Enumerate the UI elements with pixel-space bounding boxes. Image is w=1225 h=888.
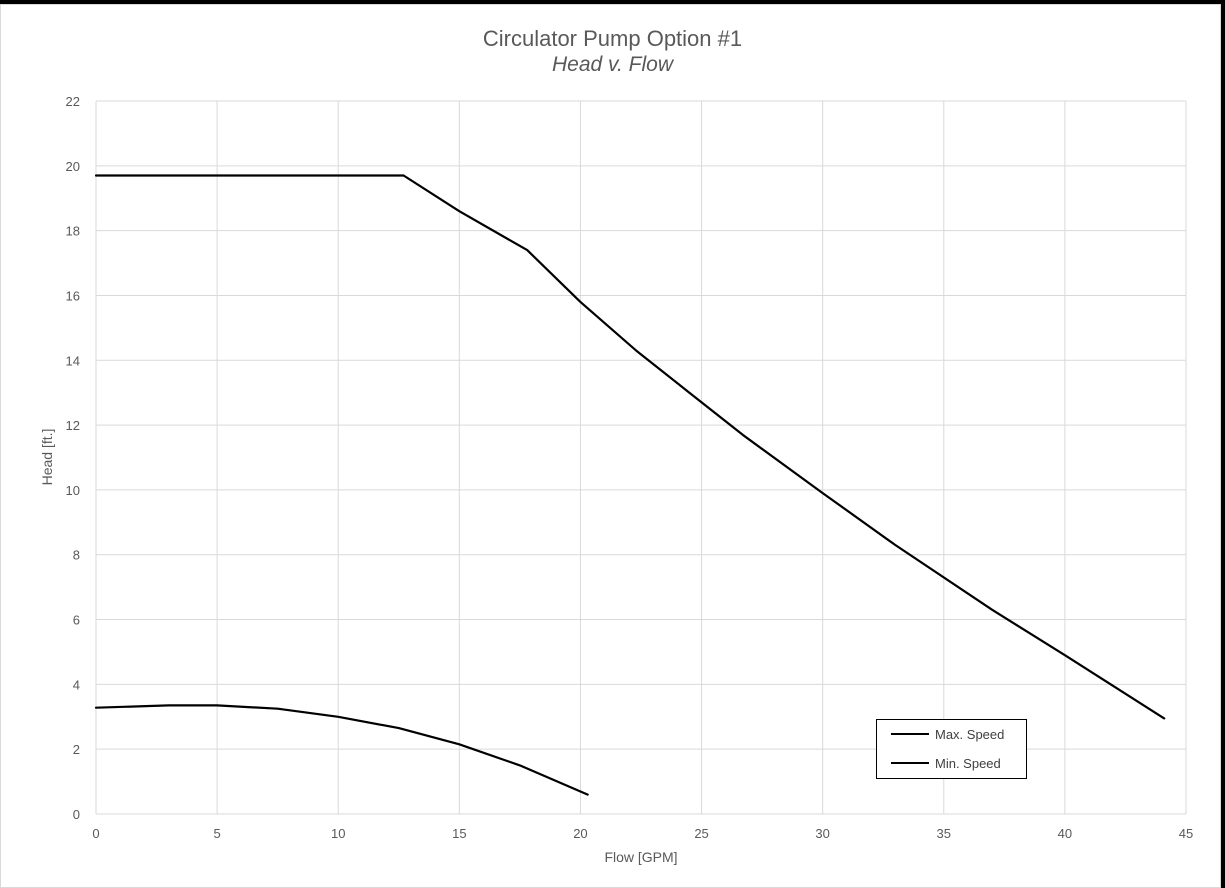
x-axis-label: Flow [GPM]	[604, 849, 677, 865]
tick-labels: 0 2 4 6 8 10 12 14 16 18 20 22 0 5 10 15 20 25 30 35 40 45	[66, 94, 1194, 841]
legend-label: Max. Speed	[935, 726, 1005, 742]
y-tick-label: 4	[73, 677, 80, 692]
y-tick-label: 8	[73, 548, 80, 563]
legend-item-min-speed: Min. Speed	[891, 754, 1001, 772]
series-line-min-speed	[94, 704, 589, 796]
x-tick-label: 45	[1179, 826, 1193, 841]
chart-subtitle: Head v. Flow	[552, 53, 673, 76]
y-tick-label: 10	[66, 483, 80, 498]
legend-item-max-speed: Max. Speed	[891, 725, 1004, 743]
y-tick-label: 16	[66, 288, 80, 303]
legend-swatch	[891, 762, 929, 764]
x-tick-label: 10	[331, 826, 345, 841]
x-tick-label: 15	[452, 826, 466, 841]
chart-title: Circulator Pump Option #1	[482, 26, 743, 51]
x-tick-label: 40	[1058, 826, 1072, 841]
x-tick-label: 0	[92, 826, 99, 841]
legend: Max. Speed Min. Speed	[876, 719, 1027, 779]
x-tick-label: 20	[573, 826, 587, 841]
y-tick-label: 22	[66, 94, 80, 109]
x-tick-label: 25	[694, 826, 708, 841]
legend-swatch	[891, 733, 929, 735]
y-axis-label: Head [ft.]	[39, 429, 55, 486]
legend-label: Min. Speed	[935, 755, 1001, 771]
x-tick-label: 35	[937, 826, 951, 841]
x-tick-label: 5	[213, 826, 220, 841]
gridlines	[95, 100, 1187, 815]
y-tick-label: 14	[66, 353, 80, 368]
y-tick-label: 6	[73, 613, 80, 628]
y-tick-label: 20	[66, 159, 80, 174]
y-tick-label: 18	[66, 224, 80, 239]
series-line-max-speed	[94, 174, 1166, 720]
y-tick-label: 2	[73, 742, 80, 757]
series-lines	[94, 174, 1166, 796]
x-tick-label: 30	[815, 826, 829, 841]
y-tick-label: 0	[73, 807, 80, 822]
y-tick-label: 12	[66, 418, 80, 433]
